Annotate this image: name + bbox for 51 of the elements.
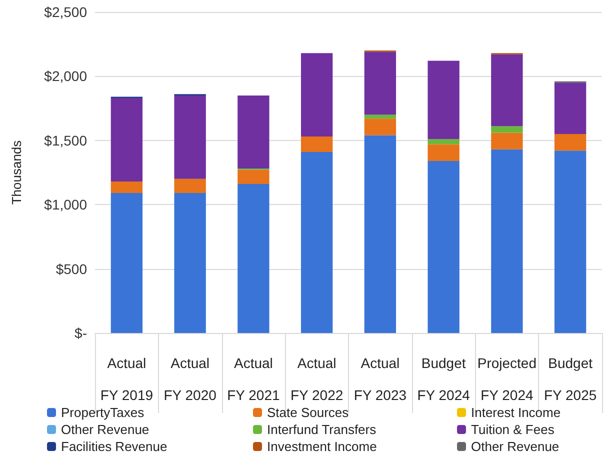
x-tick-label: Budget FY 2024 bbox=[417, 355, 470, 403]
legend-label: Interest Income bbox=[471, 405, 561, 420]
y-tick-label: $- bbox=[74, 325, 88, 341]
bar bbox=[428, 139, 460, 144]
legend-label: Other Revenue bbox=[61, 422, 150, 437]
bar bbox=[428, 160, 460, 333]
bar bbox=[491, 132, 523, 150]
x-tick-label: Actual FY 2022 bbox=[290, 355, 344, 403]
bar bbox=[554, 134, 586, 151]
bar bbox=[491, 126, 523, 133]
y-tick-label: $1,000 bbox=[44, 196, 88, 213]
bar bbox=[238, 184, 270, 333]
x-tick-label: Projected FY 2024 bbox=[477, 355, 537, 403]
bar bbox=[238, 170, 270, 184]
bar bbox=[491, 54, 523, 126]
bar bbox=[364, 118, 396, 136]
bar bbox=[174, 95, 206, 179]
bar bbox=[300, 53, 333, 137]
bar bbox=[238, 95, 270, 169]
bar bbox=[491, 149, 523, 333]
bar bbox=[300, 152, 333, 333]
legend-label: Investment Income bbox=[267, 439, 377, 454]
legend-label: Facilities Revenue bbox=[61, 439, 168, 454]
bar bbox=[364, 52, 396, 115]
y-tick-label: $1,500 bbox=[44, 132, 88, 148]
y-tick-label: $500 bbox=[56, 260, 88, 277]
x-tick-label: Actual FY 2019 bbox=[100, 355, 154, 403]
x-tick-label: Actual FY 2020 bbox=[164, 355, 217, 403]
bar bbox=[110, 193, 143, 333]
x-tick-label: Budget FY 2025 bbox=[544, 355, 597, 403]
x-tick-label: Actual FY 2021 bbox=[227, 355, 280, 403]
bar bbox=[554, 150, 586, 333]
legend-label: Interfund Transfers bbox=[267, 422, 377, 437]
y-tick-label: $2,000 bbox=[44, 68, 88, 84]
bar bbox=[428, 144, 460, 161]
x-tick-label: Actual FY 2023 bbox=[354, 355, 407, 403]
legend-label: PropertyTaxes bbox=[61, 405, 145, 420]
bar bbox=[364, 135, 396, 333]
legend-label: Other Revenue bbox=[471, 439, 560, 454]
bar bbox=[174, 178, 206, 194]
bar bbox=[364, 114, 396, 119]
bar bbox=[300, 136, 333, 152]
bar bbox=[110, 98, 143, 182]
bar bbox=[110, 181, 143, 194]
legend-label: State Sources bbox=[267, 405, 350, 420]
y-axis-title: Thousands bbox=[9, 140, 24, 205]
bar bbox=[174, 193, 206, 333]
y-tick-label: $2,500 bbox=[44, 4, 88, 20]
legend-label: Tuition & Fees bbox=[471, 422, 555, 437]
bar bbox=[554, 82, 586, 134]
bar bbox=[428, 60, 460, 140]
